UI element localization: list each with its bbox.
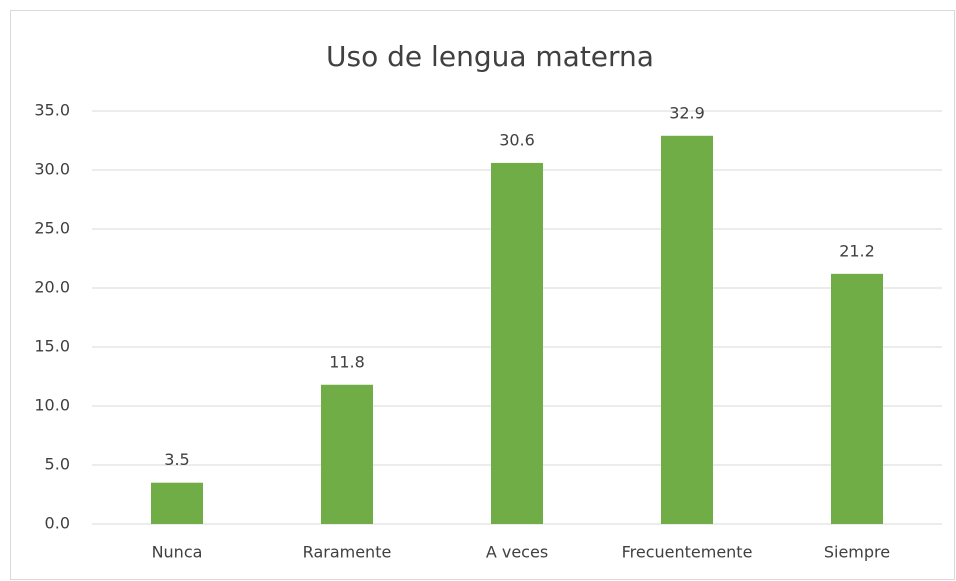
x-tick-label: Nunca (152, 543, 203, 562)
y-tick-label: 35.0 (34, 101, 70, 120)
data-label: 11.8 (329, 352, 365, 371)
x-tick-label: Raramente (303, 543, 392, 562)
bar (831, 273, 883, 524)
x-tick-label: Siempre (824, 543, 890, 562)
y-tick-label: 15.0 (34, 337, 70, 356)
y-tick-label: 20.0 (34, 278, 70, 297)
y-tick-label: 10.0 (34, 396, 70, 415)
y-tick-label: 30.0 (34, 160, 70, 179)
bar (321, 384, 373, 524)
bar (151, 482, 203, 524)
bar (491, 162, 543, 525)
data-label: 32.9 (669, 103, 705, 122)
y-tick-label: 25.0 (34, 219, 70, 238)
chart-title: Uso de lengua materna (326, 40, 654, 73)
y-tick-label: 5.0 (45, 455, 70, 474)
y-tick-label: 0.0 (45, 514, 70, 533)
data-label: 3.5 (164, 450, 189, 469)
x-tick-label: A veces (486, 543, 548, 562)
x-tick-label: Frecuentemente (622, 543, 753, 562)
data-label: 30.6 (499, 130, 535, 149)
bar (661, 135, 713, 524)
data-label: 21.2 (839, 241, 875, 260)
